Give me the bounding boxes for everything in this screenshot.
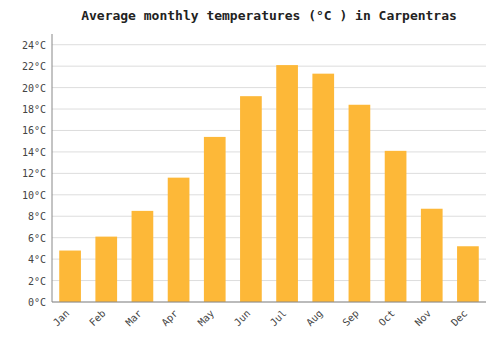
x-tick-label: Jun [232, 308, 253, 329]
x-tick-label: Feb [87, 308, 108, 329]
y-tick-label: 8°C [28, 211, 46, 222]
grid [52, 45, 486, 302]
bar [312, 74, 334, 302]
title: Average monthly temperatures (°C ) in Ca… [81, 8, 457, 23]
y-tick-label: 18°C [22, 104, 46, 115]
bar [59, 251, 81, 302]
bars [59, 65, 479, 302]
bar [132, 211, 154, 302]
x-tick-label: Oct [376, 308, 397, 329]
bar [349, 105, 371, 302]
y-tick-label: 2°C [28, 276, 46, 287]
bar [204, 137, 226, 302]
grid-line [52, 151, 486, 152]
x-tick-label: Apr [159, 308, 180, 329]
bar [95, 237, 117, 302]
grid-line [52, 173, 486, 174]
y-tick-label: 4°C [28, 254, 46, 265]
x-tick-label: Dec [449, 308, 470, 329]
x-axis [52, 302, 486, 303]
x-tick-label: Jan [51, 308, 72, 329]
y-tick-label: 24°C [22, 40, 46, 51]
y-tick-label: 14°C [22, 147, 46, 158]
y-tick-label: 6°C [28, 233, 46, 244]
y-tick-label: 10°C [22, 190, 46, 201]
grid-line [52, 109, 486, 110]
bar [385, 151, 407, 302]
grid-line [52, 66, 486, 67]
y-tick-label: 22°C [22, 61, 46, 72]
grid-line [52, 44, 486, 45]
x-tick-label: Aug [304, 308, 325, 329]
x-tick-label: Jul [268, 308, 289, 329]
y-tick-label: 12°C [22, 168, 46, 179]
x-tick-label: May [196, 308, 217, 329]
bar [421, 209, 443, 302]
grid-line [52, 302, 486, 303]
chart: Average monthly temperatures (°C ) in Ca… [0, 0, 500, 350]
bar [276, 65, 298, 302]
bar [457, 246, 479, 302]
x-tick-label: Sep [340, 308, 361, 329]
x-tick-label: Mar [123, 308, 144, 329]
grid-line [52, 87, 486, 88]
x-tick-label: Nov [413, 308, 434, 329]
grid-line [52, 194, 486, 195]
grid-line [52, 130, 486, 131]
bar [240, 96, 262, 302]
y-axis [52, 34, 53, 302]
y-tick-label: 0°C [28, 297, 46, 308]
y-tick-label: 20°C [22, 83, 46, 94]
bar [168, 178, 190, 302]
y-tick-label: 16°C [22, 125, 46, 136]
